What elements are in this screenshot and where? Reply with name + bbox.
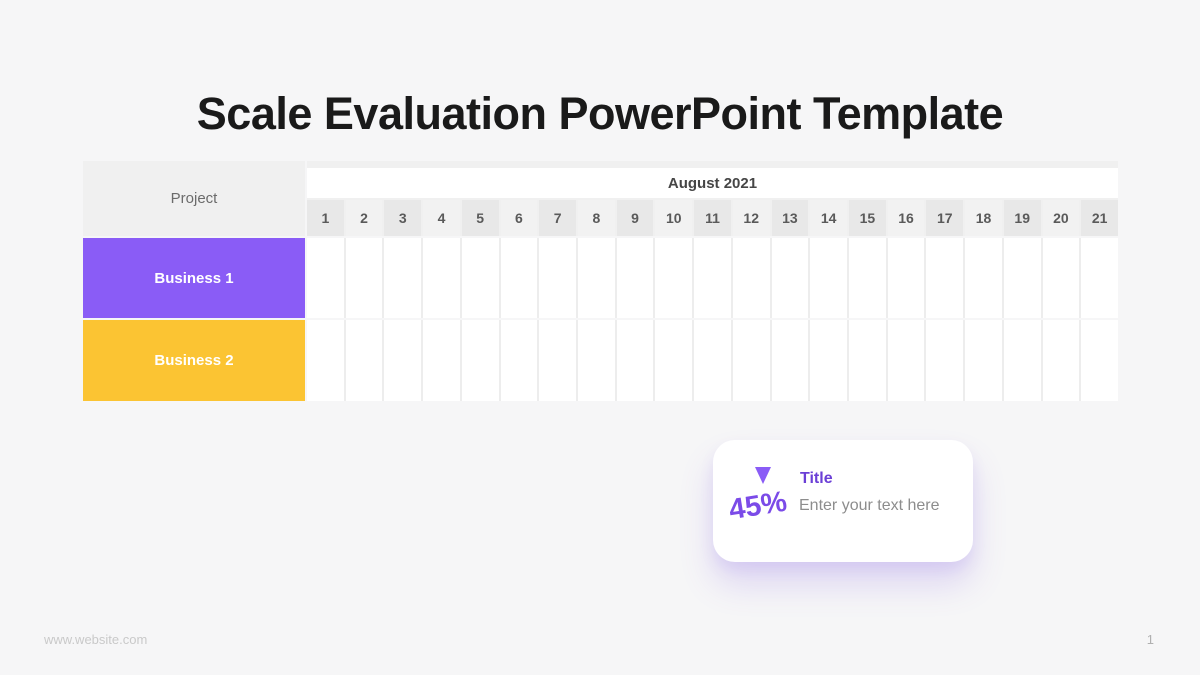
card-title: Title <box>800 470 833 487</box>
month-header: August 2021 <box>307 168 1118 198</box>
grid-cell <box>655 238 693 318</box>
percent-value: 45% <box>726 485 790 527</box>
grid-cell <box>307 320 344 401</box>
triangle-down-icon <box>755 467 771 484</box>
grid-cell <box>694 238 731 318</box>
date-cell-13: 13 <box>771 200 809 236</box>
grid-cell <box>1042 320 1080 401</box>
grid-cell <box>849 238 886 318</box>
gantt-row-cells-business-1 <box>307 238 1118 318</box>
grid-cell <box>849 320 886 401</box>
date-cell-12: 12 <box>732 200 770 236</box>
grid-cell <box>461 238 499 318</box>
date-cell-16: 16 <box>887 200 925 236</box>
row-label-business-2: Business 2 <box>83 320 305 401</box>
date-cell-8: 8 <box>578 200 615 236</box>
date-cell-7: 7 <box>539 200 576 236</box>
date-cell-15: 15 <box>849 200 886 236</box>
grid-cell <box>578 238 615 318</box>
grid-cell <box>616 320 654 401</box>
date-cell-10: 10 <box>655 200 693 236</box>
page-title: Scale Evaluation PowerPoint Template <box>196 88 1004 140</box>
grid-cell <box>384 238 422 318</box>
grid-cell <box>345 238 383 318</box>
date-cell-3: 3 <box>384 200 422 236</box>
date-cell-4: 4 <box>423 200 460 236</box>
grid-cell <box>926 238 964 318</box>
grid-cell <box>810 320 847 401</box>
grid-cell <box>1003 320 1041 401</box>
grid-cell <box>345 320 383 401</box>
grid-cell <box>1003 238 1041 318</box>
grid-cell <box>461 320 499 401</box>
grid-cell <box>926 320 964 401</box>
footer-website: www.website.com <box>44 632 148 647</box>
date-cell-17: 17 <box>926 200 964 236</box>
grid-cell <box>887 320 925 401</box>
grid-cell <box>887 238 925 318</box>
date-cell-19: 19 <box>1003 200 1041 236</box>
grid-cell <box>810 238 847 318</box>
date-cell-5: 5 <box>461 200 499 236</box>
footer-page-number: 1 <box>1146 632 1154 647</box>
row-label-business-1: Business 1 <box>83 238 305 318</box>
grid-cell <box>384 320 422 401</box>
grid-cell <box>616 238 654 318</box>
grid-cell <box>423 320 460 401</box>
grid-cell <box>771 320 809 401</box>
grid-cell <box>539 320 576 401</box>
grid-cell <box>771 238 809 318</box>
date-cell-18: 18 <box>965 200 1002 236</box>
gantt-row-cells-business-2 <box>307 320 1118 401</box>
gantt-table: Project August 2021 1 2 3 4 5 6 7 8 9 10 11 12 13 14 1… <box>83 161 1118 403</box>
grid-cell <box>732 238 770 318</box>
date-header: August 2021 1 2 3 4 5 6 7 8 9 10 11 12 13 14 15 16 17 18 1… <box>307 161 1118 236</box>
grid-cell <box>539 238 576 318</box>
grid-cell <box>965 238 1002 318</box>
date-cell-6: 6 <box>500 200 538 236</box>
grid-cell <box>500 320 538 401</box>
stat-card: 45% Title Enter your text here <box>713 440 973 562</box>
grid-cell <box>500 238 538 318</box>
date-cell-2: 2 <box>345 200 383 236</box>
grid-cell <box>655 320 693 401</box>
date-cell-9: 9 <box>616 200 654 236</box>
project-column-header: Project <box>83 161 305 236</box>
date-cell-21: 21 <box>1081 200 1118 236</box>
grid-cell <box>732 320 770 401</box>
grid-cell <box>578 320 615 401</box>
date-cell-20: 20 <box>1042 200 1080 236</box>
grid-cell <box>965 320 1002 401</box>
date-header-row: 1 2 3 4 5 6 7 8 9 10 11 12 13 14 15 16 17 18 19 20 21 <box>307 200 1118 236</box>
date-cell-1: 1 <box>307 200 344 236</box>
grid-cell <box>1081 238 1118 318</box>
date-cell-14: 14 <box>810 200 847 236</box>
grid-cell <box>1042 238 1080 318</box>
date-cell-11: 11 <box>694 200 731 236</box>
grid-cell <box>694 320 731 401</box>
grid-cell <box>423 238 460 318</box>
card-subtitle-placeholder: Enter your text here <box>799 497 940 514</box>
grid-cell <box>1081 320 1118 401</box>
grid-cell <box>307 238 344 318</box>
